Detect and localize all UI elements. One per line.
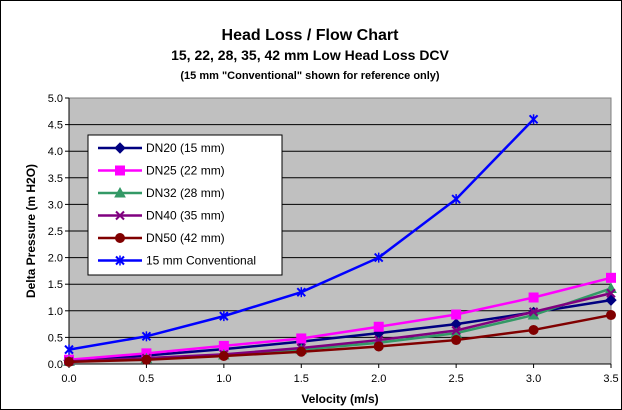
data-point-marker xyxy=(219,311,229,322)
data-point-marker xyxy=(528,114,539,125)
data-point-marker xyxy=(606,288,616,298)
chart-title: Head Loss / Flow Chart xyxy=(222,27,400,44)
series-layer xyxy=(63,114,617,367)
data-point-marker xyxy=(141,354,152,365)
x-tick-label: 0.5 xyxy=(139,373,154,385)
data-point-marker xyxy=(528,324,539,335)
data-point-marker xyxy=(296,287,306,298)
chart-note: (15 mm "Conventional" shown for referenc… xyxy=(180,70,440,82)
legend-marker-stroke xyxy=(115,210,125,221)
legend-label: DN50 (42 mm) xyxy=(146,231,225,245)
legend-marker xyxy=(115,233,125,243)
series-line xyxy=(68,276,612,361)
data-point-marker xyxy=(64,356,74,367)
y-tick-label: 4.5 xyxy=(48,120,63,132)
legend: DN20 (15 mm) DN25 (22 mm) DN32 (28 mm) DN40… xyxy=(87,134,283,276)
legend-label: DN40 (35 mm) xyxy=(146,209,225,223)
x-tick-label: 3.0 xyxy=(526,373,541,385)
series-line xyxy=(68,292,612,363)
x-tick-label: 2.0 xyxy=(371,373,386,385)
data-point-marker xyxy=(528,307,539,317)
y-tick-label: 5.0 xyxy=(48,93,63,105)
series-line xyxy=(68,313,612,364)
data-point-marker xyxy=(451,309,462,320)
legend-marker xyxy=(115,255,125,266)
y-tick-label: 0.0 xyxy=(48,359,63,371)
data-point-marker xyxy=(606,310,616,321)
data-point-marker-stroke xyxy=(606,288,616,298)
y-tick-label: 0.5 xyxy=(48,332,63,344)
y-tick-label: 1.0 xyxy=(48,306,63,318)
x-tick-label: 3.5 xyxy=(603,373,618,385)
y-tick-label: 3.0 xyxy=(48,199,63,211)
data-point-marker xyxy=(218,351,229,362)
legend-marker xyxy=(115,165,125,176)
data-point-marker xyxy=(451,194,461,205)
series-5 xyxy=(64,114,539,355)
legend-label: DN20 (15 mm) xyxy=(146,141,225,155)
x-tick-labels: 0.0 0.5 1.0 1.5 2.0 2.5 3.0 3.5 xyxy=(61,373,618,385)
series-4 xyxy=(64,310,616,367)
data-point-marker xyxy=(606,272,616,283)
legend-box xyxy=(87,134,283,276)
data-point-marker-stroke xyxy=(528,307,539,317)
y-tick-label: 2.0 xyxy=(48,253,63,265)
x-tick-label: 1.0 xyxy=(216,373,231,385)
data-point-marker xyxy=(296,333,307,344)
y-tick-label: 2.5 xyxy=(48,226,63,238)
y-tick-labels: 0.0 0.5 1.0 1.5 2.0 2.5 3.0 3.5 4.0 4.5 5.0 xyxy=(48,93,63,371)
legend-label: DN25 (22 mm) xyxy=(146,164,225,178)
legend-label: DN32 (28 mm) xyxy=(146,186,225,200)
data-point-marker xyxy=(373,321,384,332)
data-point-marker xyxy=(373,341,384,352)
legend-marker xyxy=(114,142,126,154)
y-tick-label: 3.5 xyxy=(48,173,63,185)
y-tick-label: 1.5 xyxy=(48,279,63,291)
x-tick-label: 0.0 xyxy=(61,373,76,385)
data-point-marker-stroke xyxy=(451,325,461,336)
x-tick-label: 2.5 xyxy=(448,373,463,385)
data-point-marker xyxy=(528,292,539,303)
data-point-marker xyxy=(64,344,74,355)
data-point-marker xyxy=(451,325,461,336)
legend-marker xyxy=(115,210,125,221)
chart-subtitle: 15, 22, 28, 35, 42 mm Low Head Loss DCV xyxy=(171,47,449,63)
y-tick-label: 4.0 xyxy=(48,146,63,158)
data-point-marker xyxy=(605,294,617,306)
legend-label: 15 mm Conventional xyxy=(146,254,256,268)
legend-marker xyxy=(114,186,126,198)
y-axis-label: Delta Pressure (m H2O) xyxy=(24,164,38,298)
data-point-marker xyxy=(296,346,307,357)
x-axis-label: Velocity (m/s) xyxy=(301,392,378,406)
data-point-marker xyxy=(374,252,384,263)
data-point-marker xyxy=(451,335,462,346)
data-point-marker xyxy=(141,331,152,342)
x-tick-label: 1.5 xyxy=(294,373,309,385)
